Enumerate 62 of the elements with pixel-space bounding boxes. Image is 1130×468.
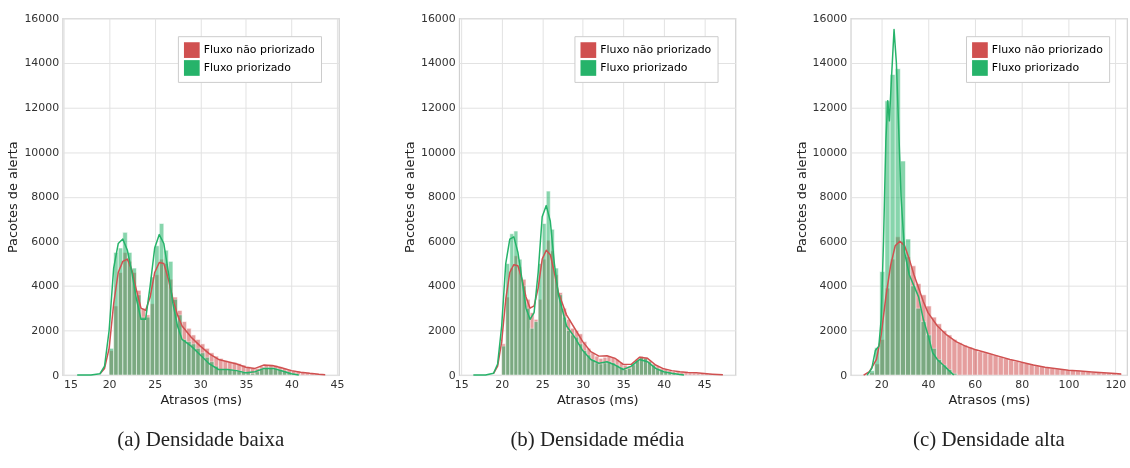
y-tick-label: 8000 [819, 190, 848, 204]
y-tick-label: 16000 [420, 11, 456, 25]
y-tick-label: 14000 [812, 56, 848, 70]
legend-label: Fluxo priorizado [203, 60, 292, 74]
x-axis-title: Atrasos (ms) [556, 392, 639, 408]
y-tick-label: 6000 [31, 234, 60, 248]
y-tick-label: 12000 [812, 100, 848, 114]
legend-label: Fluxo priorizado [991, 60, 1080, 74]
x-tick-label: 120 [1105, 378, 1127, 392]
x-tick-label: 20 [102, 378, 117, 392]
y-tick-label: 8000 [31, 190, 60, 204]
y-tick-label: 4000 [427, 279, 456, 293]
y-tick-label: 6000 [427, 234, 456, 248]
x-tick-label: 45 [330, 378, 345, 392]
y-tick-label: 0 [52, 368, 60, 382]
x-tick-label: 35 [616, 378, 631, 392]
y-tick-label: 12000 [420, 100, 456, 114]
y-tick-label: 16000 [24, 11, 60, 25]
x-tick-label: 30 [193, 378, 208, 392]
x-tick-label: 60 [968, 378, 983, 392]
x-tick-label: 30 [576, 378, 591, 392]
y-tick-label: 0 [448, 368, 456, 382]
x-tick-label: 40 [657, 378, 672, 392]
y-tick-label: 12000 [24, 100, 60, 114]
y-axis-title: Pacotes de alerta [793, 141, 809, 254]
x-tick-label: 20 [495, 378, 510, 392]
y-tick-label: 4000 [819, 279, 848, 293]
y-tick-label: 2000 [819, 323, 848, 337]
x-tick-label: 25 [148, 378, 163, 392]
x-tick-label: 35 [239, 378, 254, 392]
y-tick-label: 14000 [24, 56, 60, 70]
y-tick-label: 8000 [427, 190, 456, 204]
y-tick-label: 2000 [427, 323, 456, 337]
x-tick-label: 15 [454, 378, 469, 392]
x-axis-title: Atrasos (ms) [948, 392, 1031, 408]
y-tick-label: 2000 [31, 323, 60, 337]
text: (a) Densidade baixa [117, 426, 285, 451]
x-tick-label: 40 [285, 378, 299, 392]
y-tick-label: 16000 [812, 11, 848, 25]
x-tick-label: 20 [874, 378, 889, 392]
text: (c) Densidade alta [913, 426, 1065, 451]
legend-label: Fluxo não priorizado [203, 43, 316, 57]
x-axis-title: Atrasos (ms) [160, 392, 243, 408]
y-tick-label: 10000 [812, 145, 848, 159]
x-tick-label: 15 [64, 378, 78, 392]
x-tick-label: 80 [1015, 378, 1030, 392]
text: (b) Densidade média [510, 426, 685, 451]
y-tick-label: 14000 [420, 56, 456, 70]
y-axis-title: Pacotes de alerta [5, 141, 21, 254]
y-axis-title: Pacotes de alerta [401, 141, 417, 254]
y-tick-label: 6000 [819, 234, 848, 248]
y-tick-label: 4000 [31, 279, 60, 293]
legend-label: Fluxo não priorizado [600, 43, 712, 57]
x-tick-label: 40 [921, 378, 936, 392]
x-tick-label: 45 [697, 378, 712, 392]
y-tick-label: 0 [840, 368, 848, 382]
legend-label: Fluxo não priorizado [991, 43, 1104, 57]
x-tick-label: 25 [535, 378, 550, 392]
y-tick-label: 10000 [24, 145, 60, 159]
legend-label: Fluxo priorizado [600, 60, 688, 74]
y-tick-label: 10000 [420, 145, 456, 159]
x-tick-label: 100 [1058, 378, 1080, 392]
